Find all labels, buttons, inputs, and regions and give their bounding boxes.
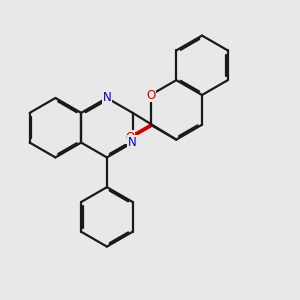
Text: O: O (146, 88, 155, 101)
Text: N: N (103, 92, 111, 104)
Text: N: N (128, 136, 137, 149)
Text: O: O (125, 131, 135, 144)
